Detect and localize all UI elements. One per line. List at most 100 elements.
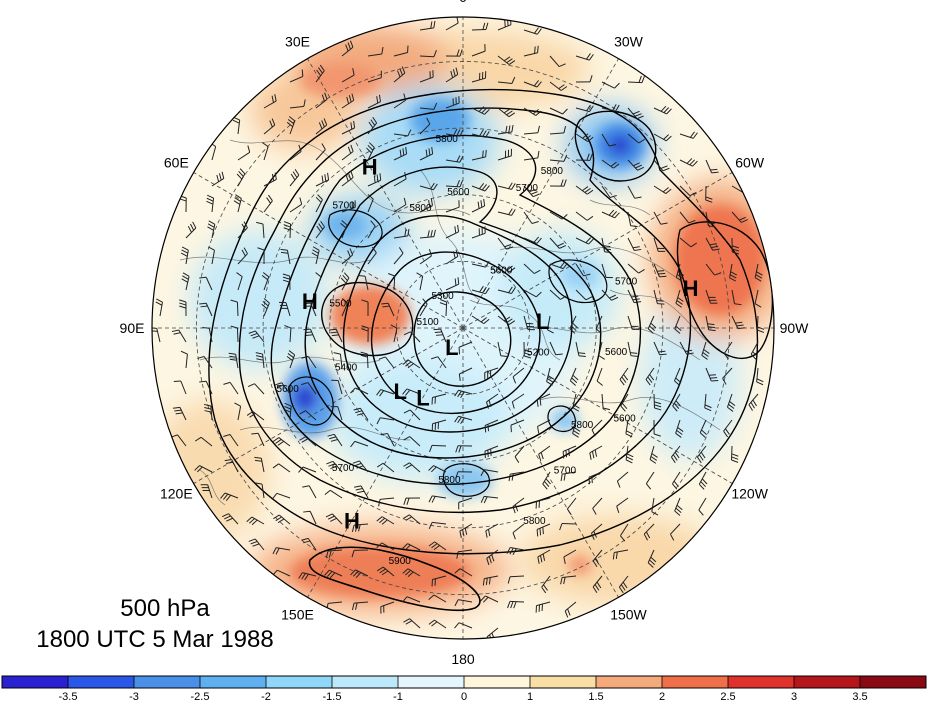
- wind-barb: [360, 351, 369, 369]
- colorbar-tick-label: 2.5: [720, 691, 735, 702]
- wind-barb: [546, 367, 555, 386]
- wind-barb: [367, 46, 384, 57]
- colorbar: -3.5 -3 -2.5 -2 -1.5 -1 0 1 1.5 2 2.5 3 3.5: [1, 675, 927, 702]
- longitude-label: 90E: [120, 320, 145, 336]
- wind-barb: [618, 575, 629, 594]
- wind-barb: [627, 341, 638, 357]
- wind-barb: [237, 247, 248, 265]
- wind-barb: [497, 124, 514, 135]
- wind-barb: [284, 324, 292, 343]
- wind-barb: [675, 289, 684, 308]
- wind-barb: [286, 116, 296, 135]
- wind-barb: [315, 220, 325, 239]
- wind-barb: [625, 419, 633, 438]
- wind-barb: [340, 272, 350, 291]
- wind-barb: [705, 237, 720, 251]
- colorbar-swatch: [596, 676, 663, 688]
- wind-barb: [155, 298, 163, 317]
- wind-barb: [350, 440, 369, 448]
- wind-barb: [361, 325, 369, 343]
- wind-barb: [523, 27, 542, 35]
- contour-label: 5800: [571, 420, 594, 431]
- wind-barb: [381, 302, 395, 317]
- wind-barb: [455, 471, 473, 479]
- wind-barb: [378, 497, 395, 507]
- wind-barb: [263, 118, 276, 135]
- wind-barb: [480, 595, 499, 603]
- wind-barb: [454, 599, 473, 607]
- wind-barb: [326, 460, 343, 473]
- wind-barb: [419, 229, 436, 239]
- meridian-line: [193, 327, 464, 484]
- wind-barb: [246, 411, 265, 421]
- wind-barb: [311, 246, 320, 265]
- wind-barb: [523, 289, 542, 298]
- wind-barb: [497, 263, 516, 273]
- wind-barb: [315, 143, 326, 161]
- wind-barb: [575, 237, 594, 245]
- wind-barb: [562, 445, 577, 459]
- wind-barb: [403, 497, 421, 505]
- wind-barb: [428, 521, 447, 530]
- wind-barb: [351, 549, 369, 558]
- contour-label: 5700: [516, 183, 539, 194]
- wind-barb: [439, 299, 448, 317]
- wind-barb: [675, 263, 685, 282]
- wind-barb: [230, 299, 239, 317]
- wind-barb: [679, 237, 698, 248]
- colorbar-swatch: [662, 676, 729, 688]
- wind-barb: [748, 393, 759, 411]
- wind-barb: [569, 367, 579, 386]
- high-pressure-label: H: [683, 276, 699, 301]
- wind-barb: [572, 393, 580, 412]
- wind-barb: [445, 67, 459, 83]
- wind-barb: [278, 301, 291, 317]
- wind-barb: [331, 379, 343, 395]
- wind-barb: [627, 263, 645, 274]
- wind-barb: [315, 272, 322, 291]
- wind-barb: [575, 75, 593, 83]
- wind-barb: [333, 352, 343, 369]
- wind-barb: [455, 445, 473, 453]
- wind-barb: [261, 272, 270, 291]
- meridian-line: [462, 327, 733, 484]
- wind-barb: [284, 402, 292, 421]
- wind-barb: [575, 341, 586, 357]
- wind-barb: [549, 289, 567, 300]
- wind-barb: [428, 541, 447, 551]
- wind-barb: [456, 549, 473, 559]
- wind-barb: [674, 497, 683, 516]
- wind-barb: [653, 341, 667, 356]
- colorbar-tick-label: 1.5: [588, 691, 603, 702]
- wind-barb: [653, 185, 672, 194]
- wind-barb: [458, 367, 473, 381]
- wind-barb: [675, 419, 684, 438]
- wind-barb: [393, 129, 412, 137]
- contour-label: 5400: [335, 363, 358, 374]
- wind-barb: [480, 469, 499, 477]
- wind-barb: [471, 71, 487, 83]
- low-pressure-label: L: [536, 309, 549, 334]
- wind-barb: [403, 409, 421, 421]
- wind-barb: [325, 549, 343, 558]
- wind-barb: [402, 568, 421, 577]
- wind-barb: [236, 168, 246, 187]
- wind-barb: [341, 200, 356, 213]
- wind-barb: [601, 159, 620, 169]
- wind-barb: [592, 497, 603, 515]
- wind-barb: [698, 471, 708, 490]
- wind-barb: [251, 432, 265, 447]
- wind-barb: [536, 523, 551, 537]
- contour-label: 5700: [615, 276, 638, 287]
- wind-barb: [341, 93, 355, 109]
- wind-barb: [403, 514, 421, 525]
- wind-barb: [564, 601, 577, 618]
- wind-barb: [433, 328, 447, 343]
- wind-barb: [616, 497, 629, 514]
- wind-barb: [620, 393, 629, 412]
- wind-barb: [301, 537, 317, 551]
- wind-barb: [454, 389, 473, 398]
- wind-barb: [560, 471, 577, 482]
- wind-barb: [416, 272, 424, 291]
- wind-barb: [538, 445, 551, 461]
